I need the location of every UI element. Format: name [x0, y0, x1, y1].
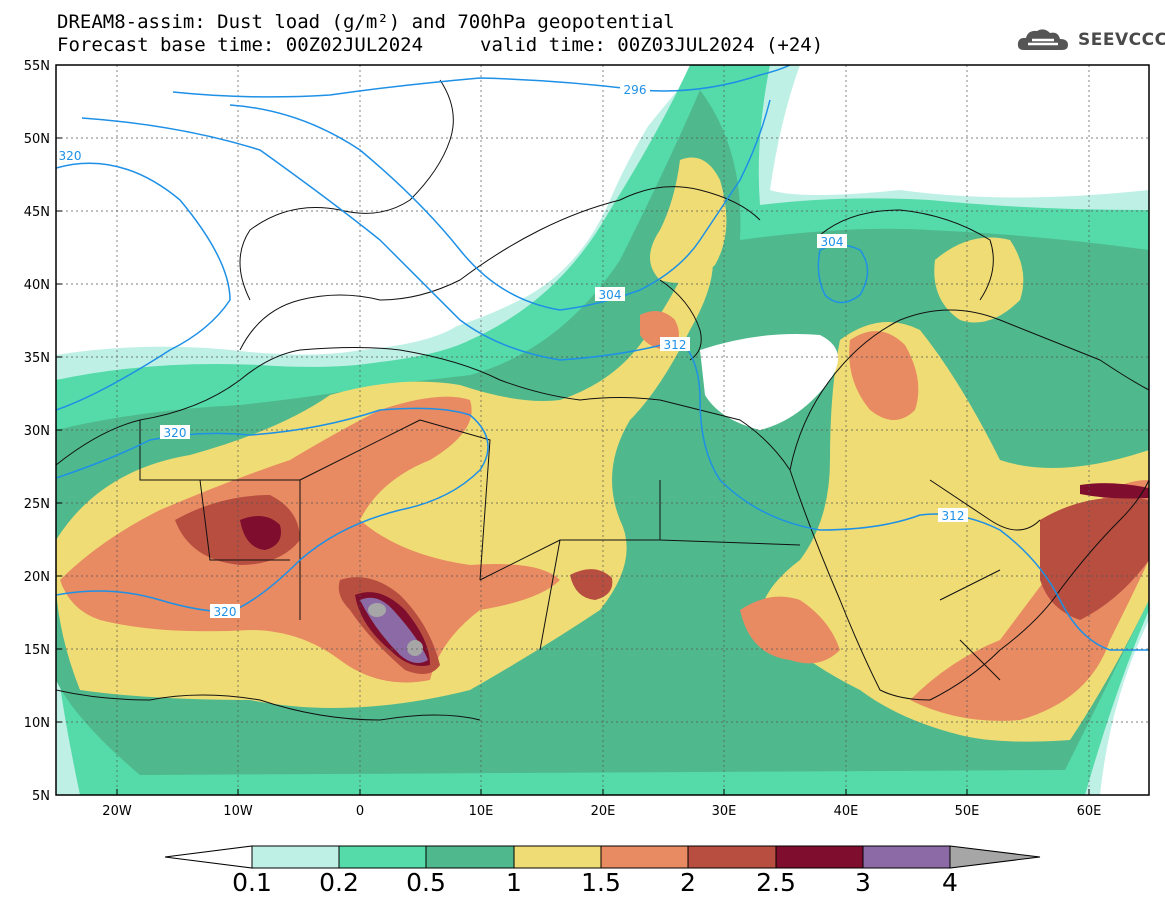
lon-label: 0 — [356, 804, 364, 819]
contour-label-296: 296 — [624, 83, 647, 97]
colorbar-label: 1.5 — [581, 868, 621, 897]
lon-label: 10W — [223, 804, 253, 819]
lon-labels: 20W 10W 0 10E 20E 30E 40E 50E 60E — [102, 804, 1101, 819]
lon-label: 50E — [955, 804, 980, 819]
contour-312 — [81, 117, 1149, 651]
colorbar-swatch — [338, 845, 427, 869]
colorbar-swatch — [775, 845, 864, 869]
lon-label: 20E — [591, 804, 616, 819]
contour-label-320: 320 — [214, 605, 237, 619]
lat-label: 30N — [24, 424, 50, 439]
colorbar-label: 2.5 — [756, 868, 796, 897]
colorbar-label: 1 — [506, 868, 522, 897]
forecast-base-time: Forecast base time: 00Z02JUL2024 — [57, 34, 424, 56]
colorbar-upper-arrow — [949, 845, 1041, 869]
contour-304-loop — [817, 244, 869, 304]
dust-level-4 — [368, 603, 386, 617]
lon-label: 10E — [469, 804, 494, 819]
clean-air-mediterranean — [700, 334, 838, 430]
lat-label: 45N — [24, 205, 50, 220]
tick-marks — [56, 64, 1090, 796]
contour-label-320: 320 — [59, 149, 82, 163]
lon-label: 60E — [1077, 804, 1102, 819]
valid-time: valid time: 00Z03JUL2024 (+24) — [480, 34, 824, 56]
lat-label: 55N — [24, 59, 50, 74]
contour-label-320: 320 — [164, 426, 187, 440]
colorbar-swatch — [600, 845, 689, 869]
dust-level-4 — [407, 640, 423, 656]
lon-label: 30E — [712, 804, 737, 819]
contour-label-312: 312 — [664, 338, 687, 352]
colorbar-swatch — [513, 845, 602, 869]
contour-label-312: 312 — [942, 509, 965, 523]
lat-label: 15N — [24, 643, 50, 658]
dust-level-2-5-oman — [1080, 483, 1149, 499]
colorbar-label: 3 — [855, 868, 871, 897]
dust-level-1-5-redsea — [740, 596, 840, 664]
contour-label-304: 304 — [821, 235, 844, 249]
dust-level-1-5 — [60, 396, 560, 683]
lat-labels: 55N 50N 45N 40N 35N 30N 25N 20N 15N 10N … — [24, 59, 50, 804]
lat-label: 5N — [32, 789, 50, 804]
lat-label: 50N — [24, 132, 50, 147]
logo-text: SEEVCCC — [1078, 30, 1165, 50]
dust-level-2-chad — [570, 569, 613, 600]
dust-level-2-5 — [240, 516, 281, 550]
colorbar-swatch — [425, 845, 515, 869]
seevccc-logo: SEEVCCC — [1016, 26, 1165, 54]
map-title: DREAM8-assim: Dust load (g/m²) and 700hP… — [57, 11, 675, 33]
coastlines — [56, 79, 1149, 721]
lon-label: 40E — [834, 804, 859, 819]
lat-label: 35N — [24, 351, 50, 366]
colorbar-swatch — [862, 845, 951, 869]
lat-label: 10N — [24, 716, 50, 731]
lat-label: 20N — [24, 570, 50, 585]
colorbar-lower-arrow — [164, 845, 253, 869]
colorbar-swatch — [251, 845, 340, 869]
colorbar-label: 0.5 — [406, 868, 446, 897]
lat-label: 25N — [24, 497, 50, 512]
colorbar-label: 0.1 — [232, 868, 272, 897]
colorbar — [164, 845, 1041, 869]
lat-label: 40N — [24, 278, 50, 293]
clean-air-europe — [56, 65, 690, 347]
dust-level-1-caspian — [934, 237, 1024, 323]
contour-296 — [172, 65, 791, 98]
dust-level-1-5-iraq — [849, 331, 919, 420]
contour-labels: 296 304 304 312 312 320 320 320 — [55, 82, 968, 619]
contour-label-304: 304 — [599, 288, 622, 302]
cloud-icon — [1017, 29, 1068, 50]
contour-320-north — [56, 162, 231, 411]
colorbar-swatch — [687, 845, 777, 869]
gridlines — [56, 65, 1149, 795]
colorbar-label: 0.2 — [319, 868, 359, 897]
lon-label: 20W — [102, 804, 132, 819]
dust-level-1-balkans — [650, 157, 727, 283]
colorbar-label: 2 — [680, 868, 696, 897]
contour-304 — [229, 99, 771, 311]
dust-level-2-arabia — [1040, 497, 1149, 620]
colorbar-label: 4 — [942, 868, 958, 897]
